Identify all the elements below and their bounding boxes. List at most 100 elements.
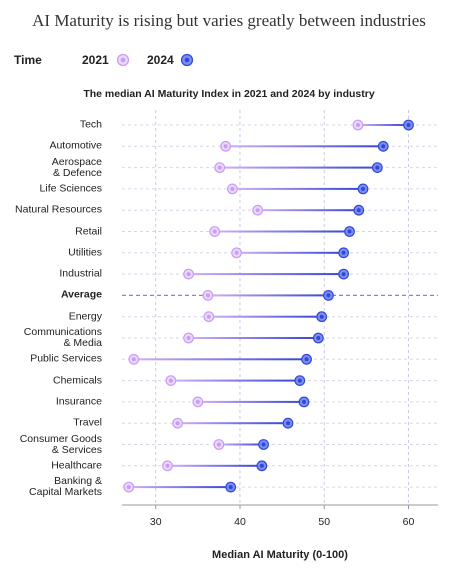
dot-inner [361,186,366,191]
connector [207,294,329,297]
dot [338,247,350,259]
category-label: Natural Resources [15,203,102,216]
connector [188,337,319,339]
dot [301,353,312,365]
x-axis-label: Median AI Maturity (0-100) [212,549,348,561]
dot-inner [230,186,235,191]
dot-inner [255,208,260,213]
dot-inner [223,144,228,149]
dot [165,375,177,387]
dot-inner [126,485,131,490]
dot [183,332,194,344]
dot-inner [216,442,221,447]
dot-inner [186,272,191,277]
category-label: Automotive [49,139,102,152]
dot-inner [212,229,217,234]
category-label: Communications & Media [23,326,102,349]
legend-title: Time [14,53,42,67]
dot [338,268,350,280]
connector [167,464,262,467]
category-label: Average [60,288,102,301]
dot [128,353,140,365]
chart-title: AI Maturity is rising but varies greatly… [32,11,426,30]
connector [219,166,378,169]
dot-inner [341,250,346,255]
dot [352,119,364,131]
dot-inner [286,421,291,426]
dot-inner [131,357,136,362]
dot [226,183,238,195]
dot [192,396,204,408]
dot [225,481,237,493]
dot-inner [302,399,307,404]
category-label: Consumer Goods & Services [19,432,102,456]
dot [258,439,269,450]
legend-label: 2021 [82,53,109,67]
dot-inner [217,165,222,170]
category-label: Aerospace & Defence [51,155,102,179]
dot [231,247,243,259]
dot [256,460,268,472]
dot [220,140,232,152]
dot-inner [319,314,324,319]
dot [323,290,334,301]
dot-inner [206,314,211,319]
dot-inner [297,378,302,383]
dot-inner [168,378,173,383]
dot [183,268,194,280]
connector [177,422,289,425]
category-label: Travel [73,416,102,429]
dot-inner [205,293,210,298]
dot [213,439,225,450]
dot [172,417,184,429]
dot [252,204,264,216]
legend-marker-dot [120,57,126,63]
category-label: Energy [68,310,102,323]
connector [188,273,344,276]
category-label: Chemicals [52,374,102,387]
dot-inner [406,123,411,127]
connector [357,124,409,126]
category-label: Tech [79,118,102,131]
dot [344,226,355,237]
x-tick-label: 40 [234,516,246,528]
dot-inner [175,421,180,426]
connector [170,379,300,382]
connector [208,315,322,318]
dot [294,375,306,387]
connector [197,400,305,403]
connector [218,443,264,446]
chart-subtitle: The median AI Maturity Index in 2021 and… [83,88,375,100]
dot-inner [234,250,239,255]
x-tick-label: 60 [403,516,415,528]
dot-inner [195,399,200,404]
dot-inner [259,463,264,468]
dot-inner [347,229,352,234]
dot [298,396,310,408]
dot [123,481,135,493]
category-label: Industrial [59,267,102,280]
dot-inner [355,123,360,127]
dot-inner [341,272,346,277]
dot [282,417,294,429]
dot [202,290,214,301]
connector [128,486,231,489]
dot [371,162,383,174]
dot-inner [356,208,361,213]
connector [133,358,307,361]
category-label: Public Services [30,352,102,365]
category-label: Insurance [55,395,102,408]
dot-inner [186,336,191,340]
category-label: Utilities [68,246,102,259]
legend-label: 2024 [147,53,174,67]
dot-inner [228,485,233,490]
dot [312,332,324,344]
x-tick-label: 30 [150,516,162,528]
dot [214,162,226,174]
connector [214,230,350,233]
dot [403,119,414,131]
category-label: Life Sciences [39,182,102,195]
dot-inner [304,357,309,362]
